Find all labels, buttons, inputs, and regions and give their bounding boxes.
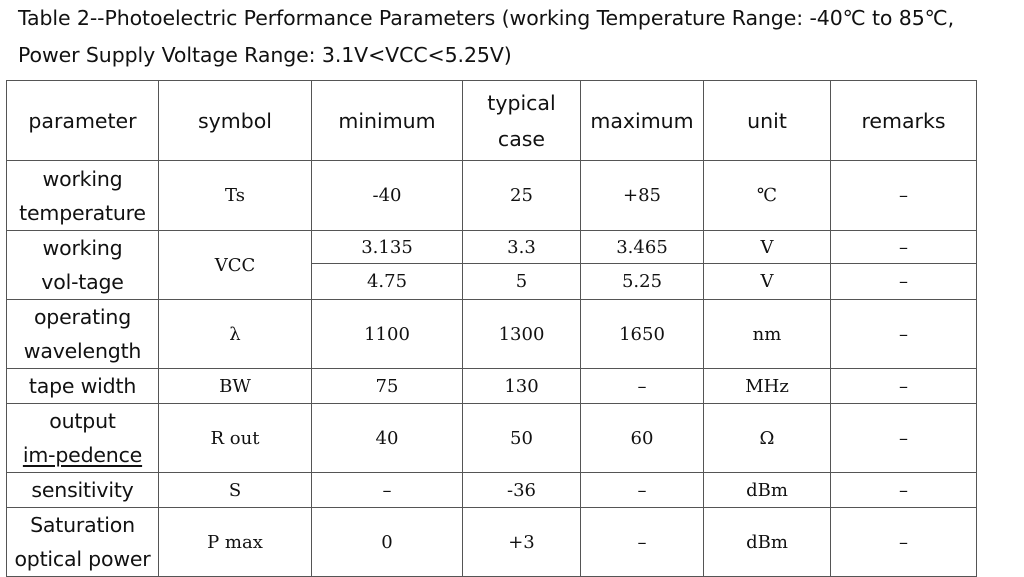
min-cell: 1100 <box>311 299 463 369</box>
param-tape-width: tape width <box>6 368 159 404</box>
param-line: optical power <box>14 547 151 571</box>
unit-cell: MHz <box>703 368 831 404</box>
unit-cell: dBm <box>703 507 831 577</box>
symbol-cell: Ts <box>158 160 312 231</box>
param-line: vol-tage <box>41 270 124 294</box>
param-output-impedance: output im-pedence <box>6 403 159 473</box>
remarks-cell: – <box>830 403 977 473</box>
caption-line-1: Table 2--Photoelectric Performance Param… <box>18 6 954 30</box>
header-typical-line2: case <box>497 126 546 151</box>
param-working-voltage: working vol-tage <box>6 230 159 300</box>
min-cell: 3.135 <box>311 229 463 265</box>
header-parameter: parameter <box>6 80 159 161</box>
max-cell: 1650 <box>580 299 704 369</box>
symbol-cell: S <box>158 472 312 508</box>
table-row: operating wavelength λ 1100 1300 1650 nm… <box>6 299 977 369</box>
typ-cell: -36 <box>462 472 581 508</box>
typ-cell: 130 <box>462 368 581 404</box>
unit-cell: dBm <box>703 472 831 508</box>
max-cell: +85 <box>580 160 704 231</box>
table-row: Saturation optical power P max 0 +3 – dB… <box>6 507 977 577</box>
max-cell: – <box>580 368 704 404</box>
table-row: working vol-tage VCC 3.135 3.3 3.465 V – <box>6 229 977 300</box>
param-line: wavelength <box>23 339 142 363</box>
header-remarks: remarks <box>830 80 977 161</box>
max-cell: – <box>580 507 704 577</box>
max-cell: 3.465 <box>580 229 704 265</box>
min-cell: 75 <box>311 368 463 404</box>
typ-cell: 50 <box>462 403 581 473</box>
max-cell: – <box>580 472 704 508</box>
header-minimum: minimum <box>311 80 463 161</box>
header-row: parameter symbol minimum typical case ma… <box>6 80 977 161</box>
min-cell: 4.75 <box>311 263 463 300</box>
parameters-table: parameter symbol minimum typical case ma… <box>6 80 977 577</box>
max-cell: 60 <box>580 403 704 473</box>
param-line: operating <box>33 305 132 329</box>
param-sensitivity: sensitivity <box>6 472 159 508</box>
typ-cell: +3 <box>462 507 581 577</box>
typ-cell: 1300 <box>462 299 581 369</box>
typ-cell: 5 <box>462 263 581 300</box>
min-cell: 0 <box>311 507 463 577</box>
remarks-cell: – <box>830 263 977 300</box>
param-line: im-pedence <box>22 443 143 467</box>
header-symbol: symbol <box>158 80 312 161</box>
caption-line-2: Power Supply Voltage Range: 3.1V<VCC<5.2… <box>18 43 512 67</box>
param-working-temperature: working temperature <box>6 160 159 231</box>
header-unit: unit <box>703 80 831 161</box>
unit-cell: V <box>703 229 831 265</box>
typ-cell: 25 <box>462 160 581 231</box>
header-typical: typical case <box>462 80 581 161</box>
header-typical-line1: typical <box>487 90 556 115</box>
param-line: Saturation <box>30 513 135 537</box>
unit-cell: V <box>703 263 831 300</box>
table-row: output im-pedence R out 40 50 60 Ω – <box>6 403 977 473</box>
param-line: working <box>42 166 123 191</box>
symbol-cell: λ <box>158 299 312 369</box>
unit-cell: nm <box>703 299 831 369</box>
table-row: working temperature Ts -40 25 +85 ℃ – <box>6 160 977 231</box>
header-maximum: maximum <box>580 80 704 161</box>
symbol-cell: P max <box>158 507 312 577</box>
table-row: tape width BW 75 130 – MHz – <box>6 368 977 404</box>
remarks-cell: – <box>830 299 977 369</box>
max-cell: 5.25 <box>580 263 704 300</box>
param-operating-wavelength: operating wavelength <box>6 299 159 369</box>
symbol-cell: VCC <box>158 230 312 300</box>
param-line: output <box>49 409 116 433</box>
remarks-cell: – <box>830 472 977 508</box>
param-line: working <box>42 236 123 260</box>
remarks-cell: – <box>830 368 977 404</box>
symbol-cell: R out <box>158 403 312 473</box>
remarks-cell: – <box>830 229 977 265</box>
remarks-cell: – <box>830 160 977 231</box>
param-saturation-optical-power: Saturation optical power <box>6 507 159 577</box>
min-cell: -40 <box>311 160 463 231</box>
min-cell: – <box>311 472 463 508</box>
table-caption: Table 2--Photoelectric Performance Param… <box>18 0 1024 74</box>
table-row: 4.75 5 5.25 V – <box>7 263 977 300</box>
table-row: sensitivity S – -36 – dBm – <box>6 472 977 508</box>
unit-cell: ℃ <box>703 160 831 231</box>
param-line: temperature <box>19 200 146 225</box>
unit-cell: Ω <box>703 403 831 473</box>
symbol-cell: BW <box>158 368 312 404</box>
typ-cell: 3.3 <box>462 229 581 265</box>
min-cell: 40 <box>311 403 463 473</box>
remarks-cell: – <box>830 507 977 577</box>
